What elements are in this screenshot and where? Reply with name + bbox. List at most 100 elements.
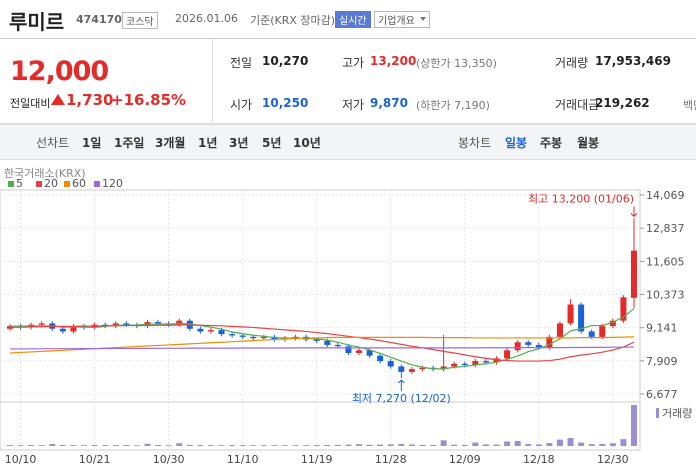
volume-bar [91,445,98,446]
x-tick-label: 12/30 [597,453,629,466]
tab[interactable]: 1일 [82,136,102,150]
tab[interactable]: 3개월 [155,136,186,150]
stat-label: 저가 [342,98,365,112]
volume-bar [292,445,299,446]
candle-body [59,328,66,332]
volume-bar [324,444,331,446]
tab[interactable]: 5년 [262,136,282,150]
tab[interactable]: 주봉 [540,136,563,150]
x-tick-label: 10/30 [153,453,185,466]
stock-code: 474170 [76,13,122,26]
candle-body [631,250,637,298]
ma-line [9,324,635,362]
volume-bar [398,443,405,446]
candle-body [493,358,500,363]
volume-frame [0,401,641,451]
tab-label: 선차트 [36,136,70,150]
candle-body [292,336,299,339]
tab[interactable]: 1년 [198,136,218,150]
stat-value: 17,953,469 [595,54,671,68]
tab[interactable]: 월봉 [577,136,600,150]
volume-bar [451,444,458,446]
annotation: 최저 7,270 (12/02) [352,392,451,405]
company-button[interactable]: 기업개요 [374,11,430,28]
volume-bar [493,444,500,446]
stat-note: (상한가 13,350) [416,57,497,70]
stat-note: 백만 [683,99,696,112]
candle-body [504,350,511,359]
candle-body [546,336,553,348]
volume-bar [133,445,140,446]
volume-bar [239,445,246,446]
dropdown-icon [419,17,426,24]
volume-bar [28,445,35,446]
volume-bar [440,440,447,446]
candle-body [588,331,595,337]
annotation-arrow [397,379,405,392]
candle-body [482,361,489,363]
candle-body [366,350,373,356]
realtime-badge[interactable]: 실시간 [335,11,371,28]
candle-body [377,355,384,362]
candle-body [567,304,574,324]
volume-bar [620,439,627,446]
tab[interactable]: 일봉 [505,136,528,150]
market: 코스닥 [122,12,158,29]
tab[interactable]: 10년 [293,136,321,150]
volume-bar [514,440,521,446]
candle-body [408,369,415,372]
volume-bar [556,439,563,446]
volume-bar [567,438,574,446]
x-tick-label: 10/10 [5,453,37,466]
change: 1,730 [66,91,114,109]
volume-bar [186,444,193,446]
volume-bar [313,445,320,446]
volume-bar [461,444,468,446]
volume-bar [7,445,13,446]
price: 12,000 [10,56,109,87]
volume-bar [165,445,172,446]
volume-bar [38,445,45,446]
tab[interactable]: 3년 [229,136,249,150]
volume-label: 거래량 [662,407,692,420]
x-tick-label: 10/21 [79,453,111,466]
volume-bar [176,443,183,446]
tab[interactable]: 1주일 [114,136,145,150]
candle-body [260,336,267,339]
volume-bar [334,444,341,446]
candle-body [440,366,447,370]
candle-body [387,361,394,367]
y-tick-label: 6,677 [646,388,678,401]
volume-bar [345,444,352,446]
legend-swatch [64,181,70,187]
volume-bar [197,445,204,446]
annotation: 최고 13,200 (01/06) [528,192,634,205]
tab-label: 봉차트 [458,136,492,150]
volume-bar [482,444,489,446]
candle-body [207,330,214,332]
date: 2026.01.06 [175,12,238,25]
ma-line [10,346,635,350]
volume-bar [59,444,66,446]
volume-bar [81,445,88,446]
candle-body [609,320,616,327]
stat-note: (하한가 7,190) [416,99,490,112]
legend-swatch [94,181,100,187]
volume-bar [430,444,437,446]
divider [212,39,213,122]
volume-bar [271,445,278,446]
volume-bar [250,445,257,446]
source: 한국거래소(KRX) [4,167,86,180]
legend-swatch [36,181,42,187]
y-tick-label: 7,909 [646,355,678,368]
volume-bar [525,443,532,446]
candle-body [123,323,130,325]
y-tick-label: 14,069 [646,189,685,202]
x-tick-label: 12/09 [449,453,481,466]
candle-body [250,336,257,339]
volume-bar [377,444,384,446]
quote-box [0,38,696,124]
volume-bar [387,444,394,446]
volume-bar [546,443,553,446]
